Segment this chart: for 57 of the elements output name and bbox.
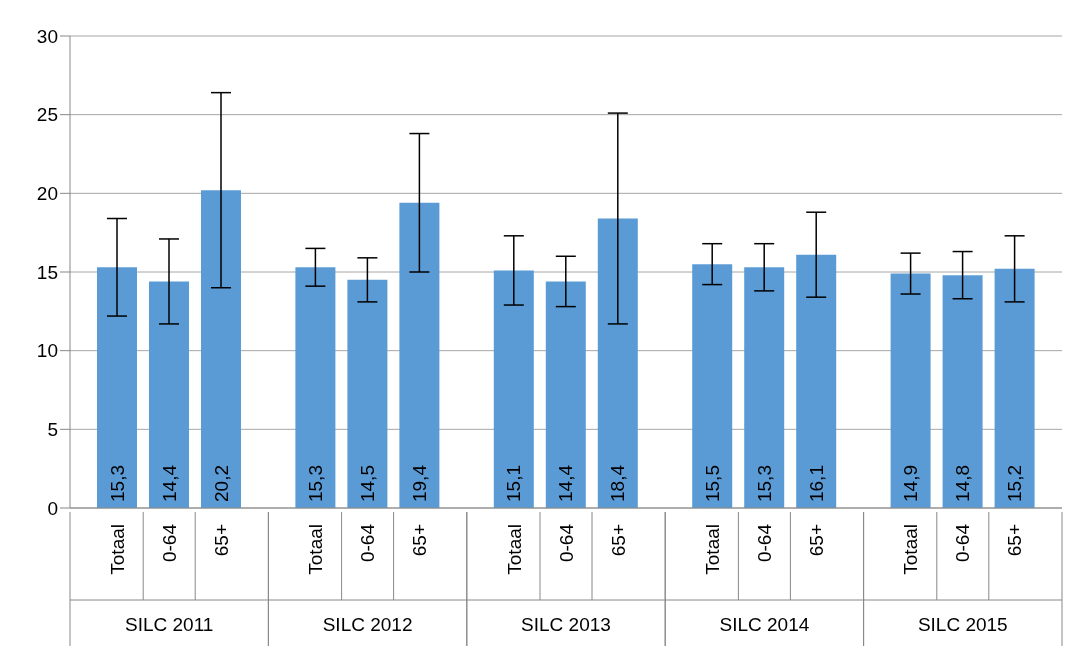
data-label: 14,5 [356, 465, 378, 502]
text: 0-64 [555, 524, 577, 563]
text: 0-64 [357, 524, 379, 563]
y-tick-label: 30 [36, 25, 58, 47]
bar [942, 275, 983, 508]
y-tick-label: 5 [47, 419, 58, 441]
data-label: 15,3 [304, 465, 326, 502]
bar [347, 279, 388, 508]
y-tick-label: 20 [36, 183, 58, 205]
bar [149, 281, 189, 508]
y-tick-label: 10 [36, 340, 58, 362]
data-label: 15,3 [753, 465, 775, 502]
data-label: 14,4 [158, 464, 180, 502]
bar [796, 254, 837, 508]
x-tick-label: SILC 2012 [322, 613, 413, 635]
data-label: 16,1 [805, 465, 827, 502]
data-label: 18,4 [607, 464, 629, 502]
bar [201, 190, 241, 508]
y-tick-label: 15 [36, 261, 58, 283]
data-label: 15,5 [701, 465, 723, 502]
bar [597, 218, 638, 508]
text: 65+ [1004, 524, 1026, 557]
bar [545, 281, 586, 508]
bar [399, 202, 440, 508]
y-tick-label: 0 [47, 497, 58, 519]
x-tick-label: SILC 2014 [719, 613, 810, 635]
x-tick-label: SILC 2013 [521, 613, 611, 635]
bar [890, 273, 931, 508]
text: 65+ [210, 524, 232, 557]
text: Totaal [701, 524, 723, 575]
data-label: 15,1 [503, 465, 525, 502]
text: Totaal [106, 524, 128, 575]
text: Totaal [503, 524, 525, 575]
data-label: 15,3 [106, 465, 128, 502]
bar [994, 268, 1035, 508]
text: 65+ [409, 524, 431, 557]
y-tick-label: 25 [36, 104, 58, 126]
text: 65+ [805, 524, 827, 557]
x-tick-label: SILC 2011 [125, 613, 214, 635]
text: 0-64 [952, 524, 974, 563]
data-label: 20,2 [210, 465, 232, 502]
bar [97, 267, 137, 508]
bar [744, 267, 785, 508]
data-label: 14,4 [555, 464, 577, 502]
text: 65+ [607, 524, 629, 557]
data-label: 14,8 [952, 465, 974, 502]
data-label: 15,2 [1004, 465, 1026, 502]
text: Totaal [900, 524, 922, 575]
bar [493, 270, 534, 508]
data-label: 19,4 [408, 464, 430, 502]
data-label: 14,9 [900, 465, 922, 502]
bar [295, 267, 336, 508]
text: Totaal [305, 524, 327, 575]
text: 0-64 [753, 524, 775, 563]
bar [692, 264, 733, 508]
text: 0-64 [158, 523, 180, 563]
x-tick-label: SILC 2015 [917, 613, 1008, 635]
